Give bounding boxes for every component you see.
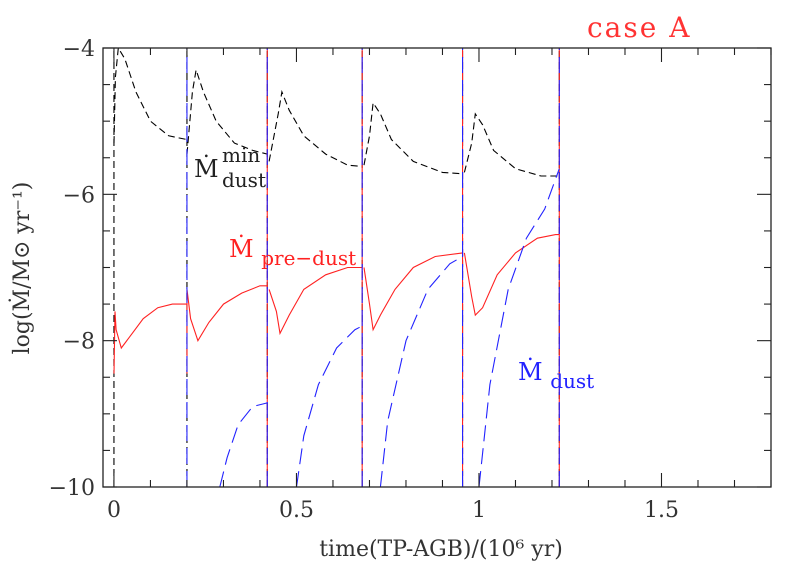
mdot-pre-dust-line xyxy=(113,303,187,374)
x-tick-label: 0 xyxy=(107,498,121,523)
mdot-pre-dust-label-main: Ṁ xyxy=(229,234,254,263)
mdot-dust-label-main: Ṁ xyxy=(518,357,543,386)
mdot-min-dust-label: Ṁ min dust xyxy=(194,140,268,192)
mdot-pre-dust-line xyxy=(463,234,560,317)
mdot-min-dust-line xyxy=(113,46,187,144)
y-tick-label: −4 xyxy=(63,37,95,62)
mdot-pre-dust-label-sub: pre−dust xyxy=(261,246,356,270)
mdot-min-dust-label-main: Ṁ xyxy=(194,154,219,183)
mdot-pre-dust-label: Ṁ pre−dust xyxy=(229,234,356,270)
mdot-dust-line xyxy=(219,402,268,488)
x-tick-label: 1 xyxy=(472,498,486,523)
plot-frame xyxy=(102,47,772,488)
mdot-pre-dust-line xyxy=(268,266,363,336)
mdot-min-dust-line xyxy=(186,69,268,155)
axis-ticks: 0 0.5 1 1.5 −10 −8 −6 −4 xyxy=(49,37,772,523)
mdot-dust-label: Ṁ dust xyxy=(518,357,594,393)
y-tick-label: −10 xyxy=(49,476,95,501)
mdot-min-dust-label-sup: min xyxy=(222,143,260,167)
y-tick-label: −8 xyxy=(63,330,95,355)
mdot-min-dust-label-sub: dust xyxy=(222,168,266,192)
plot-marks xyxy=(113,46,560,488)
mdot-dust-line xyxy=(478,168,560,488)
mdot-dust-label-sub: dust xyxy=(550,369,594,393)
mdot-pre-dust-line xyxy=(363,252,463,332)
mdot-dust-series xyxy=(186,48,560,488)
x-tick-label: 0.5 xyxy=(279,498,314,523)
mdot-dust-line xyxy=(295,325,363,488)
x-tick-label: 1.5 xyxy=(644,498,679,523)
y-tick-label: −6 xyxy=(63,183,95,208)
mdot-dust-line xyxy=(379,256,463,488)
mdot-min-dust-line xyxy=(363,101,463,175)
mdot-min-dust-line xyxy=(463,112,560,177)
y-axis-label: log(Ṁ/M⊙ yr⁻¹) xyxy=(8,182,35,355)
mdot-min-dust-line xyxy=(268,89,363,168)
mdot-pre-dust-line xyxy=(186,285,268,374)
x-axis-label: time(TP-AGB)/(10⁶ yr) xyxy=(319,537,563,562)
case-label: case A xyxy=(587,11,691,44)
